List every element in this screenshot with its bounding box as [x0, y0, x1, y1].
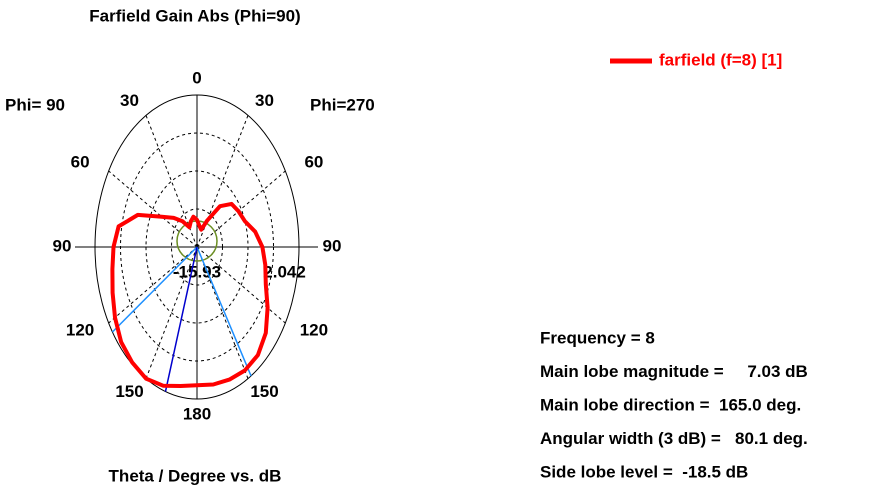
grid-spoke — [108, 246, 198, 324]
theta-tick-label: 90 — [323, 236, 342, 255]
info-line: Main lobe magnitude = 7.03 dB — [540, 362, 808, 381]
theta-tick-label: 60 — [71, 152, 90, 171]
right-label: Phi=270 — [310, 95, 375, 114]
left-label: Phi= 90 — [5, 95, 65, 114]
theta-tick-label: 90 — [53, 236, 72, 255]
theta-tick-label: 150 — [115, 382, 143, 401]
theta-tick-label: 0 — [192, 68, 201, 87]
theta-tick-label: 120 — [66, 320, 94, 339]
polar-grid: 0 30 30 60 60 90 90 120 120 150 150 180 -15.93 2.042 — [53, 68, 342, 423]
farfield-curve — [110, 201, 270, 388]
grid-spoke — [196, 170, 286, 248]
info-panel: Frequency = 8 Main lobe magnitude = 7.03 … — [540, 328, 808, 481]
beam-line — [111, 246, 198, 333]
theta-tick-label: 30 — [120, 91, 139, 110]
r-tick-label: -15.93 — [173, 262, 221, 281]
info-line: Angular width (3 dB) = 80.1 deg. — [540, 429, 808, 448]
theta-tick-label: 120 — [300, 320, 328, 339]
legend-label: farfield (f=8) [1] — [659, 50, 782, 69]
theta-tick-label: 150 — [250, 382, 278, 401]
info-line: Side lobe level = -18.5 dB — [540, 462, 748, 481]
info-line: Frequency = 8 — [540, 328, 655, 347]
grid-spoke — [108, 170, 198, 248]
theta-tick-label: 30 — [255, 91, 274, 110]
beam-line — [196, 246, 252, 377]
beam-line — [164, 246, 198, 392]
theta-tick-label: 60 — [304, 152, 323, 171]
r-tick-label: 2.042 — [263, 262, 306, 281]
grid-spoke — [196, 246, 286, 324]
x-axis-label: Theta / Degree vs. dB — [109, 466, 282, 485]
theta-tick-label: 180 — [183, 404, 211, 423]
info-line: Main lobe direction = 165.0 deg. — [540, 395, 801, 414]
chart-title: Farfield Gain Abs (Phi=90) — [89, 6, 300, 25]
plot-area — [110, 201, 270, 392]
